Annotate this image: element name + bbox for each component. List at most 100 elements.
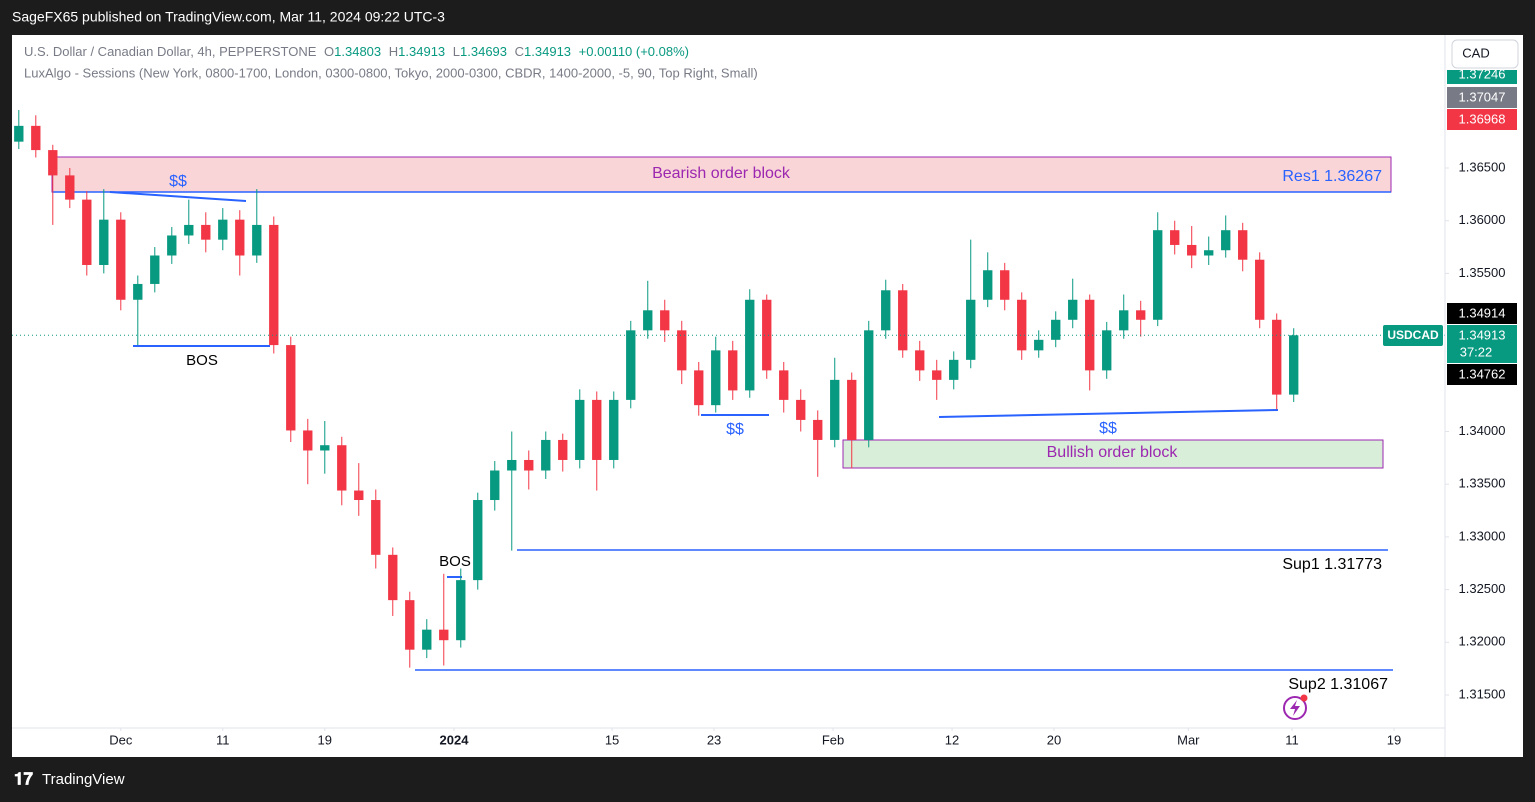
candle-body bbox=[1034, 339, 1044, 351]
candle-body bbox=[643, 310, 653, 331]
candle-body bbox=[371, 500, 381, 555]
annotations: Bearish order block Res1 1.36267 $$ BOS … bbox=[51, 156, 1393, 720]
candle-body bbox=[660, 310, 670, 331]
candle-body bbox=[541, 439, 551, 471]
candle-body bbox=[626, 330, 636, 400]
candle-body bbox=[1221, 230, 1231, 251]
candle-body bbox=[1187, 244, 1197, 256]
x-tick-label: 19 bbox=[318, 732, 332, 747]
logo: 𝟏𝟕 bbox=[14, 769, 33, 788]
candle-body bbox=[48, 150, 58, 176]
liquidity-label: $$ bbox=[169, 173, 187, 190]
candle-body bbox=[439, 629, 449, 641]
candle-body bbox=[898, 290, 908, 351]
high-value: 1.34913 bbox=[398, 44, 445, 59]
y-tick-label: 1.34000 bbox=[1459, 423, 1506, 438]
zone-label: Bullish order block bbox=[1047, 444, 1179, 461]
candle-body bbox=[677, 330, 687, 371]
candle-body bbox=[490, 470, 500, 501]
candle-body bbox=[14, 125, 24, 142]
change: +0.00110 (+0.08%) bbox=[579, 44, 689, 59]
candle-body bbox=[1119, 310, 1129, 331]
liquidity-label: $$ bbox=[726, 421, 744, 438]
candle-body bbox=[728, 350, 738, 391]
candle-body bbox=[915, 350, 925, 371]
level-label: Res1 1.36267 bbox=[1282, 168, 1382, 185]
currency-label: CAD bbox=[1462, 45, 1489, 60]
candle-body bbox=[507, 459, 517, 471]
candle-body bbox=[1085, 299, 1095, 371]
close-value: 1.34913 bbox=[524, 44, 571, 59]
candle-body bbox=[1068, 299, 1078, 320]
x-tick-label: 23 bbox=[707, 732, 721, 747]
bos-label: BOS bbox=[186, 352, 218, 369]
candle-body bbox=[864, 330, 874, 440]
candle-body bbox=[796, 399, 806, 420]
liquidity-line bbox=[938, 409, 1279, 418]
candle-body bbox=[184, 224, 194, 236]
candle-body bbox=[252, 224, 262, 256]
badge-text: 1.37047 bbox=[1459, 89, 1506, 104]
badge-text: 1.34913 bbox=[1459, 327, 1506, 342]
legend: U.S. Dollar / Canadian Dollar, 4h, PEPPE… bbox=[24, 44, 689, 59]
x-tick-label: 15 bbox=[605, 732, 619, 747]
symbol: U.S. Dollar / Canadian Dollar, 4h, PEPPE… bbox=[24, 44, 317, 59]
candle-body bbox=[949, 359, 959, 380]
candle-body bbox=[65, 175, 75, 200]
badge bbox=[1447, 109, 1517, 130]
h-label: H bbox=[389, 44, 398, 59]
candle-body bbox=[830, 379, 840, 440]
candle-body bbox=[31, 125, 41, 151]
y-tick-label: 1.33500 bbox=[1459, 476, 1506, 491]
brand: TradingView bbox=[42, 771, 125, 788]
candle-body bbox=[1238, 230, 1248, 260]
candle-body bbox=[1136, 310, 1146, 320]
candle-body bbox=[320, 445, 330, 451]
zone-label: Bearish order block bbox=[652, 165, 791, 182]
candle-body bbox=[745, 299, 755, 391]
candle-body bbox=[99, 219, 109, 265]
candle-body bbox=[524, 459, 534, 471]
candle-body bbox=[558, 439, 568, 460]
currency-button[interactable] bbox=[1451, 39, 1519, 69]
candle-body bbox=[711, 350, 721, 406]
badge-text: 1.34914 bbox=[1459, 305, 1506, 320]
bearish-zone bbox=[51, 156, 1392, 193]
candle-body bbox=[303, 430, 313, 451]
countdown: 37:22 bbox=[1460, 344, 1493, 359]
y-tick-label: 1.31500 bbox=[1459, 686, 1506, 701]
candle-body bbox=[456, 580, 466, 641]
badge bbox=[1447, 70, 1517, 84]
candle-body bbox=[1255, 259, 1265, 320]
publish-info: SageFX65 published on TradingView.com, M… bbox=[12, 9, 445, 25]
candle-body bbox=[218, 219, 228, 240]
bullish-zone bbox=[842, 439, 1384, 469]
candle-body bbox=[1000, 270, 1010, 300]
badge-text: 1.36968 bbox=[1459, 111, 1506, 126]
candle-body bbox=[388, 554, 398, 601]
candle-body bbox=[1051, 319, 1061, 340]
alert-dot bbox=[1300, 694, 1308, 702]
candle-body bbox=[762, 299, 772, 371]
open-value: 1.34803 bbox=[334, 44, 381, 59]
y-tick-label: 1.33000 bbox=[1459, 528, 1506, 543]
badge bbox=[1447, 364, 1517, 385]
badge bbox=[1447, 325, 1517, 363]
candle-body bbox=[235, 219, 245, 256]
level-label: Sup2 1.31067 bbox=[1288, 676, 1388, 693]
candle-body bbox=[167, 235, 177, 256]
x-tick-label: Dec bbox=[109, 732, 133, 747]
candle-body bbox=[1204, 250, 1214, 256]
candle-body bbox=[473, 500, 483, 581]
y-tick-label: 1.35500 bbox=[1459, 265, 1506, 280]
low-value: 1.34693 bbox=[460, 44, 507, 59]
badge-text: USDCAD bbox=[1387, 328, 1439, 342]
y-tick-label: 1.36000 bbox=[1459, 212, 1506, 227]
x-tick-label: 11 bbox=[1285, 732, 1299, 747]
candle-body bbox=[133, 283, 143, 300]
candle-body bbox=[779, 370, 789, 400]
alert-icon[interactable] bbox=[1283, 696, 1307, 720]
candle-body bbox=[592, 399, 602, 460]
x-tick-label: 20 bbox=[1047, 732, 1061, 747]
